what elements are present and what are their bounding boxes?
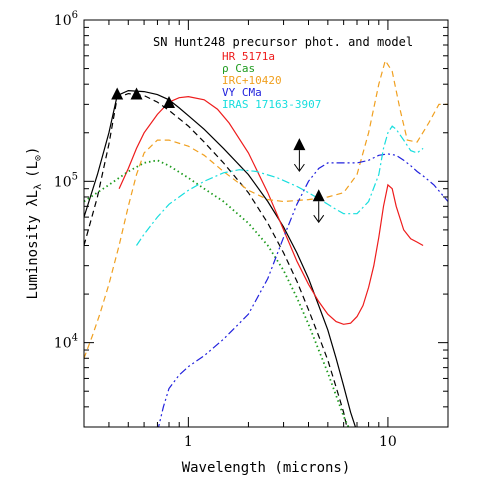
series-line-4	[84, 59, 448, 359]
series-layer	[84, 59, 448, 427]
series-line-1	[84, 92, 348, 427]
tick-layer: 1 10 104 105 106	[54, 10, 449, 450]
y-axis-label-sub: λ	[33, 184, 44, 190]
legend-entry-5: VY CMa	[222, 86, 262, 99]
upper-limit-head-0	[293, 163, 305, 173]
series-line-5	[157, 153, 448, 427]
x-tick-label-1: 10	[379, 434, 397, 450]
y-tick-label-0: 104	[54, 333, 78, 352]
y-axis-label-unit-close: )	[25, 147, 41, 155]
photometry-point-0	[111, 87, 124, 100]
y-axis-label-main: Luminosity λL	[25, 190, 41, 300]
y-axis-label: Luminosity λLλ (L⊙)	[25, 147, 44, 300]
upper-limit-0	[293, 138, 306, 173]
series-line-6	[136, 125, 424, 246]
y-axis-label-unit-sub: ⊙	[33, 155, 44, 161]
upper-limit-head-1	[313, 214, 325, 224]
upper-limit-1	[312, 189, 325, 224]
legend-entry-3: ρ Cas	[222, 62, 255, 75]
upper-limit-marker-0	[293, 138, 306, 151]
y-tick-label-2: 106	[54, 10, 78, 29]
chart-title: SN Hunt248 precursor phot. and model	[153, 35, 413, 49]
series-line-3	[84, 159, 350, 427]
photometry-point-1	[130, 87, 143, 100]
x-tick-label-0: 1	[184, 434, 193, 450]
series-line-2	[118, 95, 424, 325]
y-tick-label-1: 105	[54, 171, 78, 190]
y-axis-label-unit: (L	[25, 161, 41, 178]
legend-entry-2: HR 5171a	[222, 50, 275, 63]
photometry-point-2	[163, 96, 176, 109]
legend-entry-6: IRAS 17163-3907	[222, 98, 321, 111]
plot-frame	[83, 19, 449, 428]
x-axis-label: Wavelength (microns)	[182, 460, 351, 476]
legend-entry-4: IRC+10420	[222, 74, 282, 87]
marker-layer	[111, 87, 325, 224]
series-line-0	[84, 89, 357, 427]
upper-limit-marker-1	[312, 189, 325, 202]
